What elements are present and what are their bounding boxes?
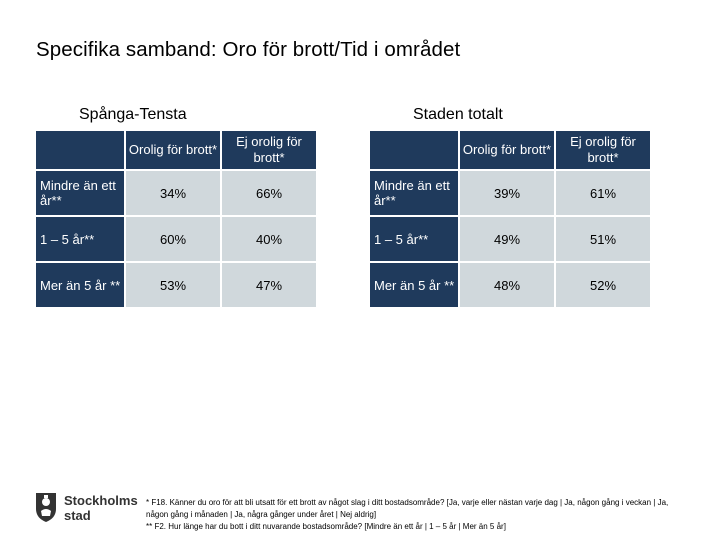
table-row: Mer än 5 år ** 53% 47% xyxy=(36,263,316,307)
footnote-f18: * F18. Känner du oro för att bli utsatt … xyxy=(146,498,669,519)
stockholm-crest-icon xyxy=(34,491,58,528)
row-label: Mer än 5 år ** xyxy=(36,263,124,307)
header-corner xyxy=(36,131,124,169)
row-label: Mer än 5 år ** xyxy=(370,263,458,307)
table-staden-totalt: Orolig för brott* Ej orolig för brott* M… xyxy=(368,129,652,309)
table-cell: 40% xyxy=(222,217,316,261)
table-row: Mindre än ett år** 39% 61% xyxy=(370,171,650,215)
table-header-row: Orolig för brott* Ej orolig för brott* xyxy=(370,131,650,169)
table-cell: 61% xyxy=(556,171,650,215)
table-row: Mer än 5 år ** 48% 52% xyxy=(370,263,650,307)
row-label: Mindre än ett år** xyxy=(36,171,124,215)
column-header-ej-orolig: Ej orolig för brott* xyxy=(222,131,316,169)
row-label: Mindre än ett år** xyxy=(370,171,458,215)
header-corner xyxy=(370,131,458,169)
footnotes: * F18. Känner du oro för att bli utsatt … xyxy=(146,497,686,533)
footnote-f2: ** F2. Hur länge har du bott i ditt nuva… xyxy=(146,522,506,531)
table-cell: 34% xyxy=(126,171,220,215)
table-cell: 49% xyxy=(460,217,554,261)
group-heading-staden-totalt: Staden totalt xyxy=(413,106,503,123)
table-cell: 51% xyxy=(556,217,650,261)
table-cell: 60% xyxy=(126,217,220,261)
table-row: Mindre än ett år** 34% 66% xyxy=(36,171,316,215)
row-label: 1 – 5 år** xyxy=(36,217,124,261)
stockholms-stad-logo: Stockholms stad xyxy=(34,491,138,528)
table-cell: 47% xyxy=(222,263,316,307)
table-row: 1 – 5 år** 49% 51% xyxy=(370,217,650,261)
page-title: Specifika samband: Oro för brott/Tid i o… xyxy=(36,38,461,61)
column-header-orolig: Orolig för brott* xyxy=(460,131,554,169)
logo-text-line2: stad xyxy=(64,508,91,523)
table-cell: 52% xyxy=(556,263,650,307)
column-header-orolig: Orolig för brott* xyxy=(126,131,220,169)
table-cell: 48% xyxy=(460,263,554,307)
group-heading-spanga-tensta: Spånga-Tensta xyxy=(79,106,187,123)
table-header-row: Orolig för brott* Ej orolig för brott* xyxy=(36,131,316,169)
column-header-ej-orolig: Ej orolig för brott* xyxy=(556,131,650,169)
logo-text-line1: Stockholms xyxy=(64,493,138,508)
table-row: 1 – 5 år** 60% 40% xyxy=(36,217,316,261)
table-spanga-tensta: Orolig för brott* Ej orolig för brott* M… xyxy=(34,129,318,309)
row-label: 1 – 5 år** xyxy=(370,217,458,261)
table-cell: 66% xyxy=(222,171,316,215)
table-cell: 53% xyxy=(126,263,220,307)
table-cell: 39% xyxy=(460,171,554,215)
